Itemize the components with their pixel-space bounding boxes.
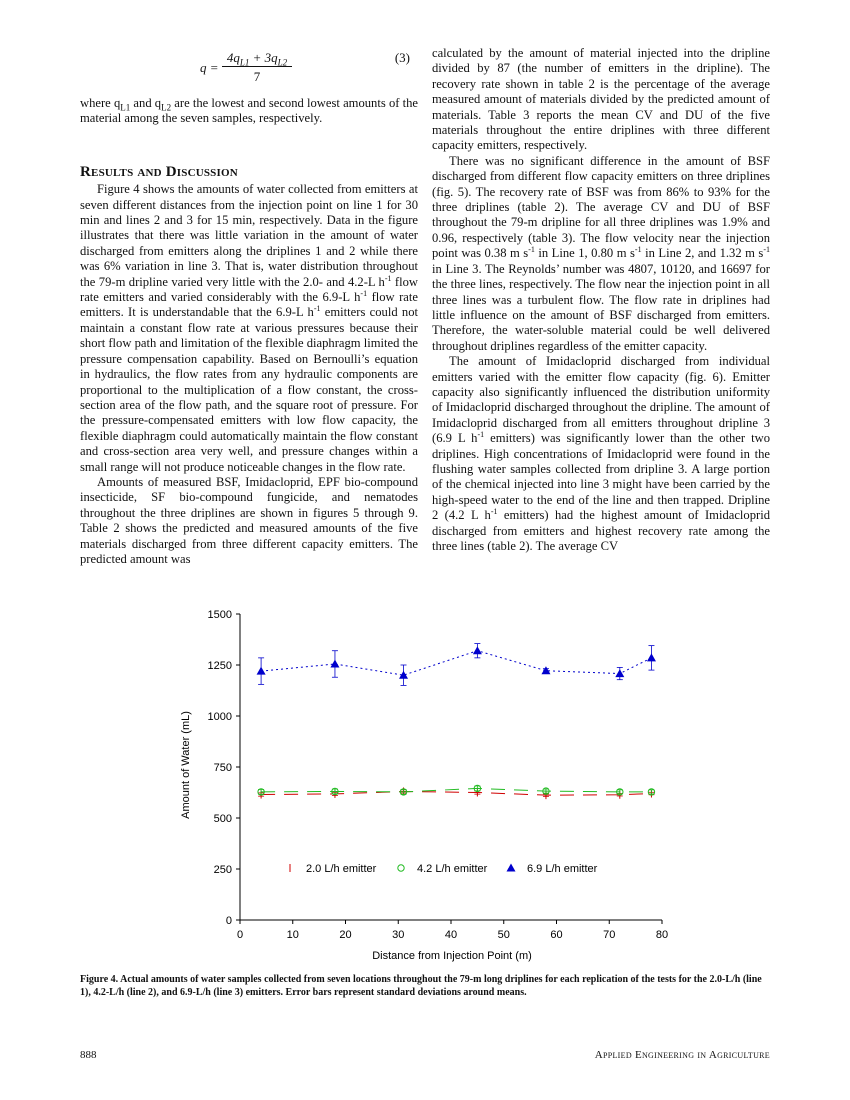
page-number: 888 [80, 1049, 97, 1061]
series-line [261, 650, 652, 676]
p2-sup2: -1 [634, 245, 642, 255]
y-tick-label: 1250 [208, 660, 232, 672]
p3-c: emitters) had the highest amount of Imid… [432, 508, 771, 553]
y-tick-label: 250 [214, 864, 232, 876]
triangle-marker [399, 670, 409, 679]
legend-label: 2.0 L/h emitter [306, 863, 377, 875]
eq-num-sub1: L1 [239, 57, 250, 68]
series-3 [256, 643, 656, 686]
circle-marker [399, 788, 408, 796]
p1-a: Figure 4 shows the amounts of water coll… [80, 182, 418, 289]
where-paragraph: where qL1 and qL2 are the lowest and sec… [80, 96, 418, 127]
eq-num-sub2: L2 [277, 57, 288, 68]
circle-marker [331, 787, 339, 796]
x-tick-label: 80 [656, 929, 668, 941]
circle-marker [473, 784, 482, 793]
right-column: calculated by the amount of material inj… [432, 46, 770, 554]
legend-item-3: 6.9 L/h emitter [506, 863, 598, 875]
x-axis-label: Distance from Injection Point (m) [372, 950, 532, 962]
circle-marker [616, 788, 624, 796]
y-tick-label: 1000 [208, 711, 232, 723]
y-tick-label: 500 [214, 813, 232, 825]
series-line [261, 787, 652, 793]
y-axis-label: Amount of Water (mL) [180, 711, 192, 819]
p1-sup1: -1 [384, 273, 392, 283]
legend: 2.0 L/h emitter 4.2 L/h emitter 6.9 L/h em… [289, 863, 598, 875]
series [256, 643, 656, 800]
journal-name: Applied Engineering in Agriculture [594, 1049, 770, 1061]
paragraph-bsf: There was no significant difference in t… [432, 154, 770, 354]
legend-item-1: 2.0 L/h emitter [289, 863, 377, 875]
eq-num-term2: + 3q [249, 50, 278, 65]
equation-denominator: 7 [253, 69, 261, 85]
x-tick-label: 50 [498, 929, 510, 941]
circle-marker [647, 788, 656, 796]
equation-lhs: q = [200, 60, 219, 75]
series-2 [257, 784, 656, 796]
paragraph-amounts: Amounts of measured BSF, Imidacloprid, E… [80, 474, 418, 566]
figure-4: 0 10 20 30 40 50 60 70 80 0 250 500 750 1000 1250 1500 … [170, 605, 680, 970]
where-sub1: L1 [120, 102, 131, 113]
where-c: are the lowest and second lowest amounts… [80, 96, 418, 126]
figure-caption: Figure 4. Actual amounts of water sample… [80, 974, 762, 998]
eq-num-term1: 4q [226, 50, 240, 65]
y-tick-label: 1500 [208, 609, 232, 621]
where-b: and q [130, 96, 162, 110]
section-heading: Results and Discussion [80, 163, 238, 180]
paragraph-calculated: calculated by the amount of material inj… [432, 46, 770, 153]
legend-item-2: 4.2 L/h emitter [397, 863, 488, 875]
circle-marker [397, 864, 405, 872]
x-tick-label: 0 [237, 929, 243, 941]
x-tick-label: 70 [603, 929, 615, 941]
circle-marker [257, 788, 265, 796]
paragraph-figure4: Figure 4 shows the amounts of water coll… [80, 182, 418, 475]
p3-sup2: -1 [490, 507, 498, 516]
legend-label: 6.9 L/h emitter [527, 863, 598, 875]
triangle-marker [506, 863, 516, 872]
p2-b: in Line 1, 0.80 m s [534, 246, 635, 261]
x-tick-label: 20 [339, 929, 351, 941]
p3-sup1: -1 [477, 429, 485, 439]
p2-c: in Line 2, and 1.32 m s [641, 246, 764, 261]
x-tick-label: 60 [550, 929, 562, 941]
triangle-marker [330, 659, 340, 668]
p1-d: emitters could not maintain a constant f… [80, 305, 418, 474]
equation-fraction: 4qL1 + 3qL2 7 [222, 50, 292, 85]
p3-a: The amount of Imidacloprid discharged fr… [432, 354, 770, 446]
triangle-marker [472, 646, 482, 655]
p1-sup3: -1 [313, 304, 321, 314]
where-a: where q [80, 96, 121, 110]
circle-marker [542, 787, 550, 795]
p2-sup1: -1 [528, 245, 535, 255]
p1-sup2: -1 [360, 288, 368, 298]
legend-label: 4.2 L/h emitter [417, 863, 488, 875]
triangle-marker [541, 666, 551, 675]
p3-b: emitters) was significantly lower than t… [432, 431, 770, 523]
x-tick-label: 30 [392, 929, 404, 941]
p1-c: flow rate emitters. It is understandable… [80, 290, 418, 320]
y-tick-label: 750 [214, 762, 232, 774]
x-tick-label: 10 [287, 929, 299, 941]
axes: 0 10 20 30 40 50 60 70 80 0 250 500 750 1000 1250 1500 [208, 609, 669, 941]
y-tick-label: 0 [226, 915, 232, 927]
p2-sup3: -1 [763, 245, 770, 255]
x-tick-label: 40 [445, 929, 457, 941]
p1-b: flow rate emitters and varied considerab… [80, 274, 419, 305]
water-amount-chart: 0 10 20 30 40 50 60 70 800250500750100012501500 … [180, 609, 669, 962]
triangle-marker [615, 669, 625, 678]
triangle-marker [256, 666, 266, 675]
p2-d: in Line 3. The Reynolds’ number was 4807… [432, 261, 770, 353]
p2-a: There was no significant difference in t… [432, 153, 770, 261]
equation-numerator: 4qL1 + 3qL2 [222, 50, 292, 68]
paragraph-imidacloprid: The amount of Imidacloprid discharged fr… [432, 354, 770, 554]
equation-3: q = 4qL1 + 3qL2 7 (3) [80, 46, 418, 90]
where-sub2: L2 [161, 102, 172, 113]
equation-number: (3) [394, 50, 410, 65]
triangle-marker [646, 653, 656, 662]
left-column: q = 4qL1 + 3qL2 7 (3) where qL1 and qL2 … [80, 46, 418, 567]
